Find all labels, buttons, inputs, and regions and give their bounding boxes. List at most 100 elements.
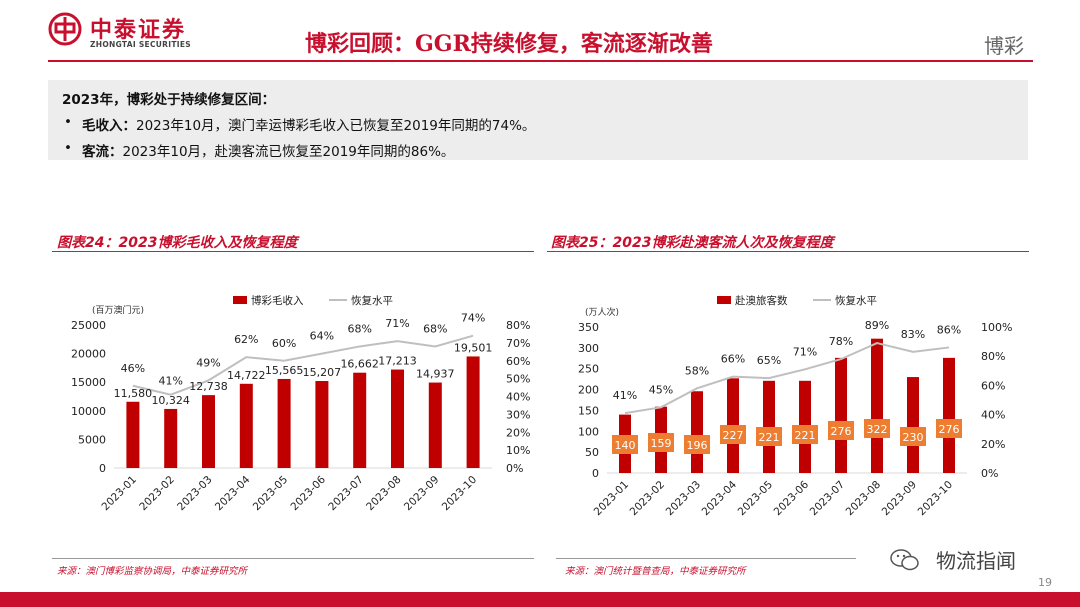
y2-tick-label: 100% — [981, 321, 1012, 334]
bar-data-label: 276 — [939, 423, 960, 436]
bullet-label: 客流： — [82, 144, 123, 160]
line-data-label: 74% — [461, 312, 485, 325]
y2-tick-label: 0% — [506, 462, 523, 475]
y-tick-label: 0 — [592, 467, 599, 480]
y-tick-label: 5000 — [78, 433, 106, 446]
legend-bar-swatch — [233, 296, 247, 304]
y-tick-label: 300 — [578, 342, 599, 355]
bar-data-label: 10,324 — [151, 394, 190, 407]
x-tick-label: 2023-02 — [137, 474, 177, 514]
x-tick-label: 2023-03 — [664, 479, 704, 519]
line-data-label: 89% — [865, 319, 889, 332]
x-tick-label: 2023-03 — [175, 474, 215, 514]
line-data-label: 60% — [272, 337, 296, 350]
recovery-line — [132, 334, 474, 396]
bullet-label: 毛收入： — [82, 118, 136, 134]
bar-label-box — [936, 419, 962, 438]
line-data-label: 86% — [937, 323, 961, 336]
bar-data-label: 140 — [615, 439, 636, 452]
bar-data-label: 15,565 — [265, 364, 304, 377]
bar-data-label: 276 — [831, 425, 852, 438]
y-tick-label: 100 — [578, 425, 599, 438]
x-tick-label: 2023-08 — [364, 474, 404, 514]
y-tick-label: 10000 — [71, 405, 106, 418]
x-tick-label: 2023-07 — [808, 479, 848, 519]
line-data-label: 64% — [310, 330, 334, 343]
bullet-text: 2023年10月，赴澳客流已恢复至2019年同期的86%。 — [122, 144, 455, 160]
bar — [428, 382, 442, 468]
bar-data-label: 159 — [651, 437, 672, 450]
bar-label-box — [612, 435, 638, 454]
y-tick-label: 150 — [578, 404, 599, 417]
company-name-cn: 中泰证券 — [90, 18, 187, 43]
y-unit-label: (百万澳门元) — [92, 304, 144, 316]
bar-data-label: 16,662 — [340, 358, 379, 371]
bar — [126, 401, 140, 468]
chart-2-source: 来源：澳门统计暨普查局，中泰证券研究所 — [565, 566, 746, 577]
y-tick-label: 250 — [578, 363, 599, 376]
chart-2-title: 图表25：2023博彩赴澳客流人次及恢复程度 — [551, 235, 834, 251]
x-tick-label: 2023-09 — [402, 474, 442, 514]
line-data-label: 58% — [685, 364, 709, 377]
bar-label-box — [756, 427, 782, 446]
bar — [466, 356, 480, 468]
y2-tick-label: 10% — [506, 444, 530, 457]
y-tick-label: 20000 — [71, 348, 106, 361]
bar — [871, 338, 883, 473]
company-logo: 中泰证券 ZHONGTAI SECURITIES — [48, 12, 208, 56]
y2-tick-label: 20% — [506, 426, 530, 439]
line-data-label: 62% — [234, 333, 258, 346]
y2-tick-label: 80% — [506, 319, 530, 332]
line-data-label: 71% — [385, 317, 409, 330]
line-data-label: 83% — [901, 328, 925, 341]
y2-tick-label: 50% — [506, 373, 530, 386]
bar — [353, 372, 367, 468]
footer-bar — [0, 592, 1080, 607]
bar — [277, 378, 291, 468]
line-data-label: 45% — [649, 383, 673, 396]
bar — [239, 383, 253, 468]
summary-heading: 2023年，博彩处于持续修复区间： — [62, 92, 276, 108]
zhongtai-logo-icon — [48, 12, 82, 46]
summary-bullet-visitors: 客流：2023年10月，赴澳客流已恢复至2019年同期的86%。 — [62, 140, 1014, 160]
legend-bar-label: 博彩毛收入 — [251, 294, 304, 307]
bar-label-box — [684, 435, 710, 454]
bar — [391, 369, 404, 468]
legend-line-label: 恢复水平 — [835, 294, 877, 307]
y-tick-label: 50 — [585, 446, 599, 459]
bar-data-label: 221 — [759, 431, 780, 444]
bar-data-label: 227 — [723, 429, 744, 442]
line-data-label: 65% — [757, 354, 781, 367]
bar-label-box — [900, 427, 926, 446]
bar-data-label: 11,580 — [114, 387, 152, 400]
x-tick-label: 2023-02 — [628, 479, 668, 519]
bar-data-label: 196 — [687, 439, 708, 452]
bar-data-label: 221 — [795, 429, 816, 442]
line-data-label: 78% — [829, 335, 853, 348]
bar-label-box — [648, 433, 674, 452]
y2-tick-label: 40% — [981, 409, 1005, 422]
y2-tick-label: 60% — [981, 379, 1005, 392]
line-data-label: 46% — [121, 362, 145, 375]
bar — [691, 391, 703, 473]
line-data-label: 49% — [196, 356, 220, 369]
bar-data-label: 14,722 — [227, 369, 265, 382]
chart-1-source-rule — [52, 558, 534, 559]
chart-1-ggr: (百万澳门元) 0 5000 10000 15000 20000 25000 0% 10% 20%… — [71, 294, 530, 514]
chart-1-source: 来源：澳门博彩监察协调局，中泰证券研究所 — [57, 566, 248, 577]
bar-label-box — [720, 425, 746, 444]
x-tick-label: 2023-08 — [844, 479, 884, 519]
bar — [763, 380, 775, 473]
bar-data-label: 14,937 — [416, 368, 455, 381]
y-unit-label: (万人次) — [585, 306, 619, 318]
line-data-label: 68% — [423, 322, 447, 335]
page-title: 博彩回顾：GGR持续修复，客流逐渐改善 — [305, 31, 713, 57]
y-tick-label: 350 — [578, 321, 599, 334]
line-data-label: 41% — [158, 375, 182, 388]
bar-data-label: 15,207 — [303, 366, 342, 379]
line-data-label: 71% — [793, 345, 817, 358]
bar — [907, 377, 919, 473]
x-tick-label: 2023-10 — [916, 479, 956, 519]
chart-2-visitors: (万人次) 0 50 100 150 200 250 300 350 0% 20% 40% 60% 80%… — [578, 294, 1012, 519]
bar — [835, 357, 847, 473]
